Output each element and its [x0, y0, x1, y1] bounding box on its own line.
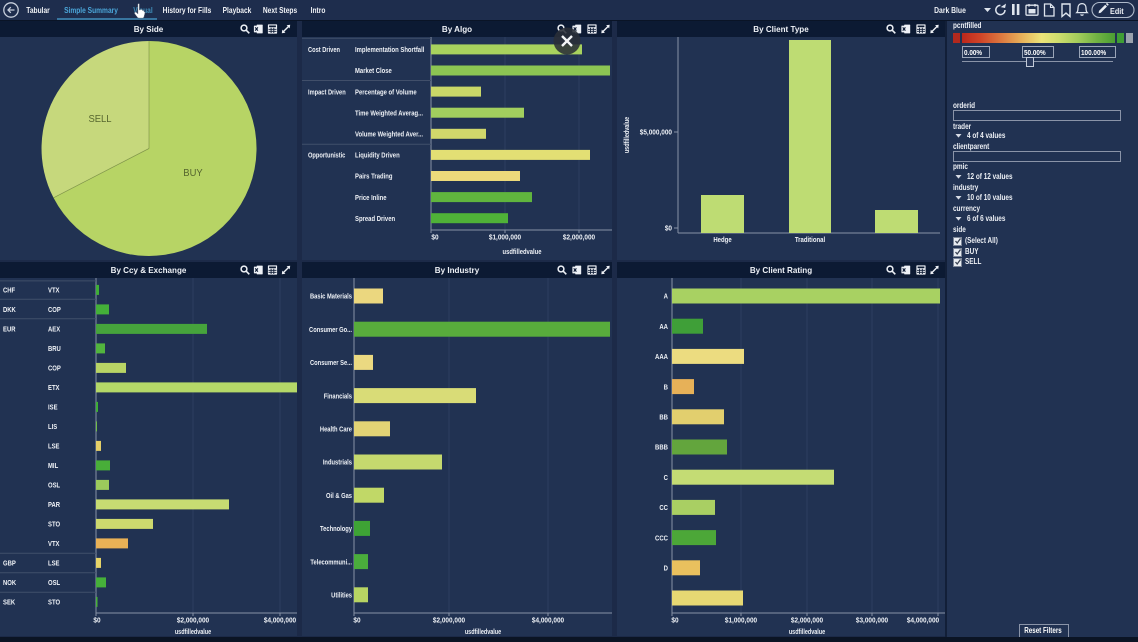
svg-text:EUR: EUR — [3, 326, 16, 334]
svg-text:SEK: SEK — [3, 599, 15, 607]
svg-text:Spread Driven: Spread Driven — [355, 215, 395, 223]
svg-text:BUY: BUY — [183, 168, 203, 180]
svg-text:Health Care: Health Care — [320, 426, 352, 434]
svg-text:usdfilledvalue: usdfilledvalue — [465, 628, 502, 636]
svg-text:$4,000,000: $4,000,000 — [264, 617, 296, 625]
svg-text:OSL: OSL — [48, 482, 60, 490]
svg-text:Price Inline: Price Inline — [355, 194, 387, 202]
svg-text:Pairs Trading: Pairs Trading — [355, 173, 392, 181]
svg-text:Cost Driven: Cost Driven — [308, 46, 340, 54]
svg-text:STO: STO — [48, 599, 60, 607]
svg-text:LSE: LSE — [48, 443, 60, 451]
svg-text:ETX: ETX — [48, 385, 60, 393]
svg-text:Implementation Shortfall: Implementation Shortfall — [355, 47, 424, 55]
svg-text:Impact Driven: Impact Driven — [308, 89, 346, 97]
svg-text:$5,000,000: $5,000,000 — [640, 129, 672, 137]
svg-text:Hedge: Hedge — [713, 236, 732, 244]
svg-text:PAR: PAR — [48, 502, 60, 510]
svg-text:MIL: MIL — [48, 463, 58, 471]
svg-text:usdfilledvalue: usdfilledvalue — [503, 248, 542, 256]
svg-text:Financials: Financials — [324, 393, 352, 401]
svg-text:Liquidity Driven: Liquidity Driven — [355, 152, 400, 160]
svg-text:$4,000,000: $4,000,000 — [907, 617, 939, 625]
svg-text:SELL: SELL — [88, 114, 112, 126]
svg-text:B: B — [664, 384, 668, 392]
svg-text:Consumer Se...: Consumer Se... — [310, 359, 352, 367]
svg-text:$2,000,000: $2,000,000 — [563, 234, 595, 242]
svg-text:C: C — [664, 474, 668, 482]
svg-text:Basic Materials: Basic Materials — [310, 293, 352, 301]
svg-text:By Ccy & Exchange: By Ccy & Exchange — [111, 265, 187, 275]
svg-text:Volume Weighted Aver...: Volume Weighted Aver... — [355, 131, 423, 139]
svg-text:$2,000,000: $2,000,000 — [791, 617, 823, 625]
svg-text:BBB: BBB — [655, 444, 668, 452]
svg-text:CCC: CCC — [655, 535, 668, 543]
svg-text:CHF: CHF — [3, 287, 15, 295]
svg-text:Time Weighted Averag...: Time Weighted Averag... — [355, 110, 423, 118]
svg-text:$1,000,000: $1,000,000 — [489, 234, 521, 242]
svg-text:GBP: GBP — [3, 560, 16, 568]
svg-text:CC: CC — [659, 505, 668, 513]
svg-text:AA: AA — [659, 323, 668, 331]
svg-text:Telecommuni...: Telecommuni... — [310, 559, 352, 567]
svg-text:$1,000,000: $1,000,000 — [725, 617, 757, 625]
svg-text:NOK: NOK — [3, 580, 16, 588]
svg-text:COP: COP — [48, 365, 61, 373]
svg-text:By Algo: By Algo — [442, 24, 472, 34]
svg-text:$2,000,000: $2,000,000 — [177, 617, 209, 625]
svg-text:usdfilledvalue: usdfilledvalue — [623, 116, 631, 153]
svg-text:AAA: AAA — [655, 354, 668, 362]
svg-text:Industrials: Industrials — [323, 459, 352, 467]
svg-text:By Client Rating: By Client Rating — [750, 265, 812, 275]
svg-text:$2,000,000: $2,000,000 — [433, 617, 465, 625]
svg-text:Consumer Go...: Consumer Go... — [309, 326, 352, 334]
svg-text:OSL: OSL — [48, 580, 60, 588]
svg-text:By Side: By Side — [134, 24, 164, 34]
svg-text:Opportunistic: Opportunistic — [308, 152, 346, 160]
svg-text:By Industry: By Industry — [435, 265, 480, 275]
svg-text:VTX: VTX — [48, 541, 60, 549]
svg-text:usdfilledvalue: usdfilledvalue — [175, 628, 212, 636]
svg-text:Technology: Technology — [320, 525, 352, 533]
svg-text:$0: $0 — [431, 234, 438, 242]
svg-text:Traditional: Traditional — [795, 236, 825, 244]
svg-text:BRU: BRU — [48, 346, 61, 354]
svg-text:D: D — [664, 565, 668, 573]
svg-text:$0: $0 — [671, 617, 678, 625]
svg-text:Percentage of Volume: Percentage of Volume — [355, 89, 417, 97]
svg-text:usdfilledvalue: usdfilledvalue — [789, 628, 826, 636]
svg-text:AEX: AEX — [48, 326, 61, 334]
svg-text:Market Close: Market Close — [355, 68, 392, 76]
svg-text:LIS: LIS — [48, 424, 58, 432]
svg-text:A: A — [664, 293, 668, 301]
svg-text:BB: BB — [659, 414, 668, 422]
svg-text:DKK: DKK — [3, 307, 16, 315]
svg-text:$0: $0 — [353, 617, 360, 625]
svg-text:$4,000,000: $4,000,000 — [532, 617, 564, 625]
svg-text:COP: COP — [48, 307, 61, 315]
svg-text:By Client Type: By Client Type — [753, 24, 809, 34]
svg-text:VTX: VTX — [48, 287, 60, 295]
svg-text:$3,000,000: $3,000,000 — [856, 617, 888, 625]
svg-text:Utilities: Utilities — [331, 592, 352, 600]
svg-text:STO: STO — [48, 521, 60, 529]
svg-text:LSE: LSE — [48, 560, 60, 568]
svg-text:$0: $0 — [93, 617, 100, 625]
svg-text:Oil & Gas: Oil & Gas — [326, 492, 352, 500]
svg-text:$0: $0 — [665, 225, 672, 233]
svg-text:ISE: ISE — [48, 404, 58, 412]
